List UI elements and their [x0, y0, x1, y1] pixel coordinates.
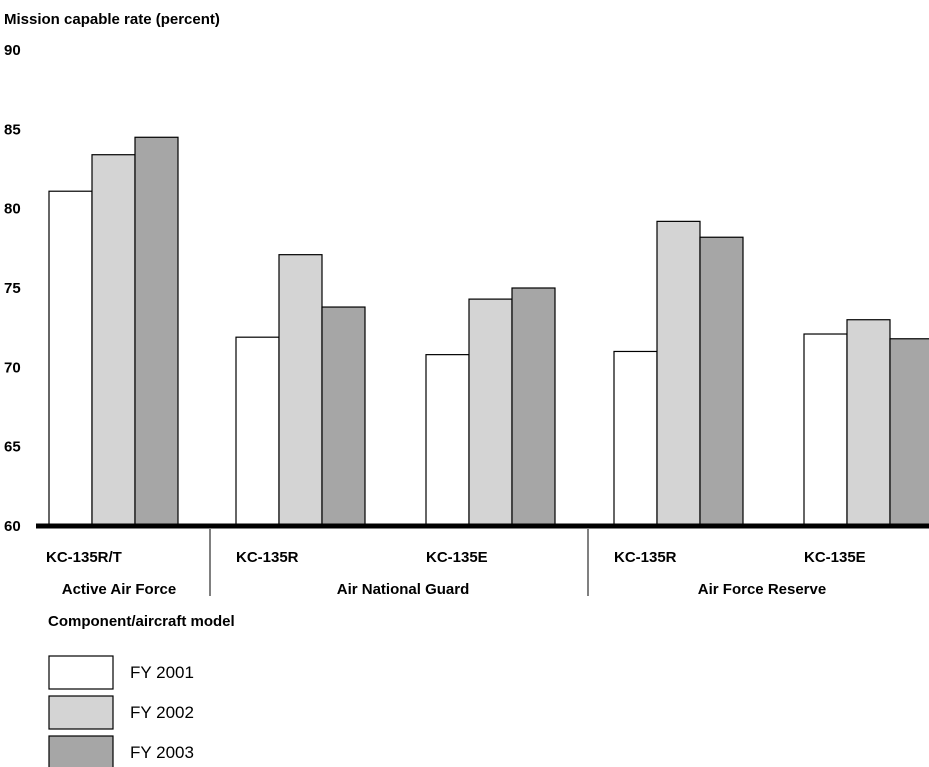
bar — [91, 154, 136, 527]
bar — [511, 287, 556, 527]
x-axis-title: Component/aircraft model — [48, 613, 235, 630]
y-tick-label: 85 — [4, 121, 21, 138]
y-tick-label: 75 — [4, 280, 21, 297]
bar — [134, 136, 179, 527]
y-tick-label: 60 — [4, 518, 21, 535]
bar — [278, 254, 323, 527]
legend-label: FY 2001 — [130, 663, 194, 682]
legend-swatch — [48, 695, 114, 730]
bars — [48, 136, 929, 527]
group-label: Air Force Reserve — [698, 581, 826, 598]
y-axis-title: Mission capable rate (percent) — [4, 11, 220, 28]
bar — [656, 220, 701, 527]
y-tick-label: 80 — [4, 201, 21, 218]
group-label: Air National Guard — [337, 581, 470, 598]
group-labels: Active Air Force Air National Guard Air Fo… — [62, 581, 826, 598]
bar — [889, 338, 929, 527]
y-tick-label: 90 — [4, 42, 21, 59]
x-category-label: KC-135E — [426, 549, 488, 566]
legend-label: FY 2002 — [130, 703, 194, 722]
group-label: Active Air Force — [62, 581, 177, 598]
group-separators — [209, 529, 589, 596]
bar — [468, 298, 513, 527]
y-tick-label: 70 — [4, 359, 21, 376]
y-tick-labels: 60 65 70 75 80 85 90 — [4, 42, 21, 535]
bar — [235, 336, 280, 527]
legend-swatch — [48, 735, 114, 767]
bar — [321, 306, 366, 527]
bar — [803, 333, 848, 527]
bar — [48, 190, 93, 527]
legend-label: FY 2003 — [130, 743, 194, 762]
x-category-label: KC-135R — [614, 549, 677, 566]
x-category-label: KC-135R — [236, 549, 299, 566]
bar — [425, 354, 470, 527]
x-category-labels: KC-135R/T KC-135R KC-135E KC-135R KC-135E — [46, 549, 866, 566]
y-tick-label: 65 — [4, 439, 21, 456]
x-category-label: KC-135E — [804, 549, 866, 566]
bar — [846, 319, 891, 527]
bar — [699, 236, 744, 527]
legend: FY 2001 FY 2002 FY 2003 — [48, 655, 194, 767]
x-category-label: KC-135R/T — [46, 549, 122, 566]
legend-swatch — [48, 655, 114, 690]
bar — [613, 350, 658, 527]
